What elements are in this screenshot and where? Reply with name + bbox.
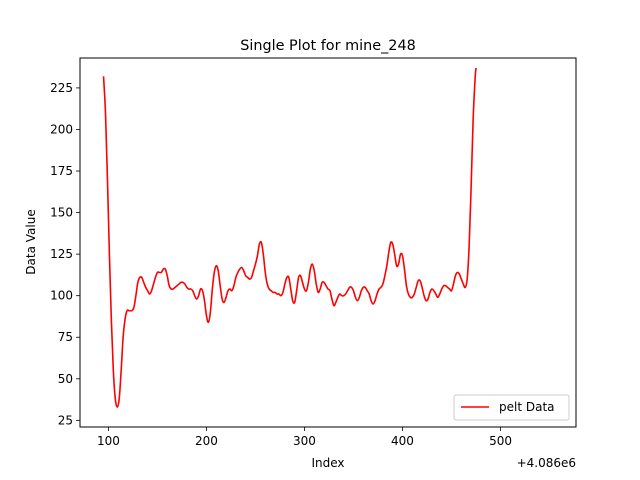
y-tick-label: 125 <box>50 247 73 261</box>
y-tick-label: 50 <box>58 372 73 386</box>
y-axis-label: Data Value <box>24 209 38 274</box>
legend: pelt Data <box>453 394 570 421</box>
y-tick-label: 25 <box>58 413 73 427</box>
y-axis-ticks: 25 50 75 100 125 150 175 200 225 <box>50 81 80 427</box>
x-tick-label: 300 <box>293 434 316 448</box>
x-tick-label: 400 <box>391 434 414 448</box>
legend-label-pelt: pelt Data <box>499 400 555 414</box>
y-tick-label: 200 <box>50 122 73 136</box>
series-line-pelt <box>102 67 477 408</box>
plot-frame <box>79 57 577 428</box>
x-axis-offset: +4.086e6 <box>517 456 576 470</box>
chart-title: Single Plot for mine_248 <box>240 38 416 54</box>
x-axis-label: Index <box>311 456 344 470</box>
plot-area <box>80 58 576 427</box>
y-tick-label: 225 <box>50 81 73 95</box>
y-tick-label: 75 <box>58 330 73 344</box>
legend-box <box>453 394 570 421</box>
y-tick-label: 150 <box>50 206 73 220</box>
plot-content <box>102 67 477 408</box>
y-tick-label: 175 <box>50 164 73 178</box>
x-axis-ticks: 100 200 300 400 500 <box>97 427 512 448</box>
x-tick-label: 500 <box>489 434 512 448</box>
x-tick-label: 100 <box>97 434 120 448</box>
x-tick-label: 200 <box>195 434 218 448</box>
y-tick-label: 100 <box>50 289 73 303</box>
